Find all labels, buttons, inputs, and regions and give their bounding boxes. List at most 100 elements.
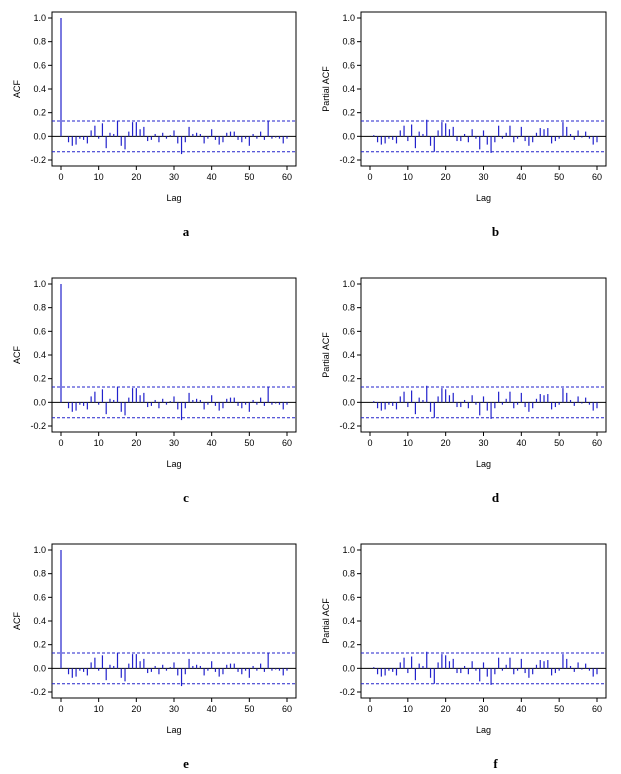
x-axis-title: Lag xyxy=(476,193,491,203)
x-tick-label: 60 xyxy=(282,172,292,182)
y-axis-title: Partial ACF xyxy=(321,598,331,644)
x-axis-title: Lag xyxy=(166,193,181,203)
y-tick-label: 0.8 xyxy=(342,569,355,579)
x-tick-label: 30 xyxy=(478,438,488,448)
y-tick-label: 0.0 xyxy=(342,131,355,141)
y-tick-label: -0.2 xyxy=(339,687,355,697)
x-tick-label: 20 xyxy=(441,172,451,182)
y-tick-label: -0.2 xyxy=(30,155,46,165)
y-tick-label: 1.0 xyxy=(342,13,355,23)
x-tick-label: 50 xyxy=(554,704,564,714)
x-tick-label: 40 xyxy=(516,438,526,448)
x-tick-label: 10 xyxy=(403,172,413,182)
y-tick-label: 0.2 xyxy=(342,640,355,650)
x-tick-label: 20 xyxy=(131,704,141,714)
x-tick-label: 10 xyxy=(403,438,413,448)
y-tick-label: 0.2 xyxy=(342,374,355,384)
x-tick-label: 0 xyxy=(58,704,63,714)
x-axis-title: Lag xyxy=(476,725,491,735)
panel-label: b xyxy=(492,224,499,239)
panel-label: e xyxy=(183,756,189,771)
x-tick-label: 50 xyxy=(244,438,254,448)
y-axis-title: ACF xyxy=(12,345,22,364)
y-tick-label: 0.4 xyxy=(342,350,355,360)
chart-panel-d: 0 10 20 30 40 50 60 -0.2 0.0 0.2 0.4 0.6 0.8 1.0 Lag Pa… xyxy=(321,277,607,505)
y-tick-label: 0.2 xyxy=(33,108,46,118)
y-tick-label: 0.0 xyxy=(342,397,355,407)
y-tick-label: 0.8 xyxy=(342,303,355,313)
y-axis-title: Partial ACF xyxy=(321,332,331,378)
x-tick-label: 30 xyxy=(169,704,179,714)
y-tick-label: 0.4 xyxy=(342,84,355,94)
x-tick-label: 60 xyxy=(592,704,602,714)
chart-panel-a: 0 10 20 30 40 50 60 -0.2 0.0 0.2 0.4 0.6 0.8 1.0 Lag AC… xyxy=(12,11,297,239)
x-tick-label: 40 xyxy=(516,704,526,714)
x-tick-label: 0 xyxy=(367,438,372,448)
x-tick-label: 0 xyxy=(58,172,63,182)
y-tick-label: 0.0 xyxy=(342,663,355,673)
x-tick-label: 30 xyxy=(478,704,488,714)
x-tick-label: 50 xyxy=(554,172,564,182)
x-tick-label: 0 xyxy=(367,172,372,182)
y-tick-label: 0.8 xyxy=(33,569,46,579)
y-tick-label: 1.0 xyxy=(33,13,46,23)
y-tick-label: 1.0 xyxy=(33,279,46,289)
x-tick-label: 60 xyxy=(282,438,292,448)
x-tick-label: 40 xyxy=(207,704,217,714)
y-axis-title: ACF xyxy=(12,611,22,630)
x-tick-label: 50 xyxy=(244,704,254,714)
x-tick-label: 10 xyxy=(94,704,104,714)
y-tick-label: 0.6 xyxy=(33,592,46,602)
x-tick-label: 60 xyxy=(592,172,602,182)
y-tick-label: 0.2 xyxy=(33,374,46,384)
y-tick-label: 0.4 xyxy=(342,616,355,626)
y-axis-title: Partial ACF xyxy=(321,66,331,112)
panel-label: a xyxy=(183,224,190,239)
x-tick-label: 40 xyxy=(516,172,526,182)
x-tick-label: 30 xyxy=(478,172,488,182)
panel-label: f xyxy=(493,756,498,771)
chart-panel-e: 0 10 20 30 40 50 60 -0.2 0.0 0.2 0.4 0.6 0.8 1.0 Lag AC… xyxy=(12,543,297,771)
x-axis-title: Lag xyxy=(476,459,491,469)
x-tick-label: 10 xyxy=(403,704,413,714)
y-tick-label: 0.4 xyxy=(33,616,46,626)
x-tick-label: 20 xyxy=(131,438,141,448)
x-tick-label: 40 xyxy=(207,438,217,448)
y-tick-label: 0.6 xyxy=(33,326,46,336)
x-tick-label: 30 xyxy=(169,438,179,448)
y-tick-label: 1.0 xyxy=(33,545,46,555)
panel-label: d xyxy=(492,490,500,505)
x-tick-label: 10 xyxy=(94,172,104,182)
x-tick-label: 30 xyxy=(169,172,179,182)
y-axis-title: ACF xyxy=(12,79,22,98)
panel-label: c xyxy=(183,490,189,505)
y-tick-label: -0.2 xyxy=(30,421,46,431)
x-tick-label: 20 xyxy=(441,438,451,448)
x-tick-label: 40 xyxy=(207,172,217,182)
x-tick-label: 10 xyxy=(94,438,104,448)
x-tick-label: 20 xyxy=(441,704,451,714)
y-tick-label: 0.2 xyxy=(342,108,355,118)
chart-panel-b: 0 10 20 30 40 50 60 -0.2 0.0 0.2 0.4 0.6 0.8 1.0 Lag Pa… xyxy=(321,11,607,239)
y-tick-label: 0.6 xyxy=(342,592,355,602)
y-tick-label: 0.0 xyxy=(33,663,46,673)
y-tick-label: 0.8 xyxy=(33,37,46,47)
y-tick-label: 0.2 xyxy=(33,640,46,650)
y-tick-label: -0.2 xyxy=(339,421,355,431)
y-tick-label: 1.0 xyxy=(342,545,355,555)
y-tick-label: 0.6 xyxy=(342,326,355,336)
chart-panel-c: 0 10 20 30 40 50 60 -0.2 0.0 0.2 0.4 0.6 0.8 1.0 Lag AC… xyxy=(12,277,297,505)
x-tick-label: 50 xyxy=(244,172,254,182)
x-axis-title: Lag xyxy=(166,725,181,735)
y-tick-label: 0.4 xyxy=(33,84,46,94)
y-tick-label: 0.6 xyxy=(33,60,46,70)
y-tick-label: -0.2 xyxy=(339,155,355,165)
x-tick-label: 60 xyxy=(282,704,292,714)
y-tick-label: 0.0 xyxy=(33,397,46,407)
x-tick-label: 0 xyxy=(58,438,63,448)
y-tick-label: 0.8 xyxy=(342,37,355,47)
y-tick-label: -0.2 xyxy=(30,687,46,697)
x-axis-title: Lag xyxy=(166,459,181,469)
chart-panel-f: 0 10 20 30 40 50 60 -0.2 0.0 0.2 0.4 0.6 0.8 1.0 Lag Pa… xyxy=(321,543,607,771)
